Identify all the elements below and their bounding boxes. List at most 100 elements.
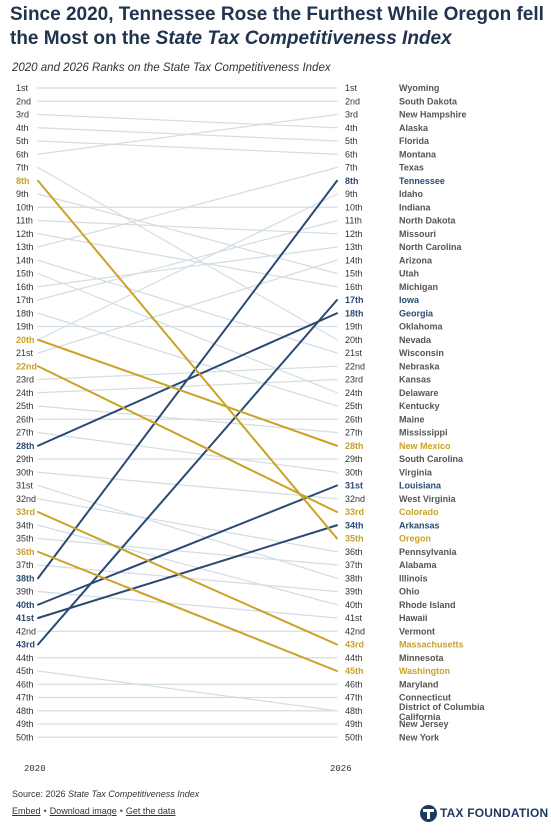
rank-label-2020-49: 49th bbox=[16, 719, 34, 729]
rank-label-2026-21: 21st bbox=[345, 348, 363, 358]
rank-label-2026-1: 1st bbox=[345, 83, 358, 93]
left-rank-axis: 1st 2nd 3rd 4th 5th 6th 7th 8th 9th 10th 11th 12th 1… bbox=[16, 83, 37, 742]
slope-line-alabama bbox=[37, 537, 338, 566]
rank-label-2020-33: 33rd bbox=[16, 507, 35, 517]
highlight-lines bbox=[37, 179, 338, 672]
right-rank-axis: 1st 2nd 3rd 4th 5th 6th 7th 8th 9th 10th 11th 12th 1… bbox=[345, 83, 365, 742]
state-label-ohio: Ohio bbox=[399, 587, 420, 597]
state-label-missouri: Missouri bbox=[399, 229, 436, 239]
rank-label-2026-5: 5th bbox=[345, 136, 358, 146]
tax-foundation-logo[interactable]: TAX FOUNDATION bbox=[420, 803, 548, 823]
rank-label-2026-25: 25th bbox=[345, 401, 363, 411]
state-label-alabama: Alabama bbox=[399, 560, 438, 570]
rank-label-2026-40: 40th bbox=[345, 600, 363, 610]
state-label-mississippi: Mississippi bbox=[399, 428, 448, 438]
rank-label-2026-7: 7th bbox=[345, 163, 358, 173]
rank-label-2020-13: 13th bbox=[16, 242, 34, 252]
state-label-arizona: Arizona bbox=[399, 255, 433, 265]
rank-label-2020-50: 50th bbox=[16, 732, 34, 742]
slope-line-louisiana bbox=[37, 484, 338, 606]
state-label-utah: Utah bbox=[399, 269, 419, 279]
rank-label-2020-18: 18th bbox=[16, 308, 34, 318]
state-label-vermont: Vermont bbox=[399, 626, 435, 636]
rank-label-2020-32: 32nd bbox=[16, 494, 36, 504]
state-label-florida: Florida bbox=[399, 136, 430, 146]
state-label-district-of-columbia: District of Columbia bbox=[399, 702, 485, 712]
state-label-new-hampshire: New Hampshire bbox=[399, 110, 467, 120]
rank-label-2026-32: 32nd bbox=[345, 494, 365, 504]
rank-label-2026-14: 14th bbox=[345, 255, 363, 265]
rank-label-2020-27: 27th bbox=[16, 428, 34, 438]
rank-label-2026-34: 34th bbox=[345, 520, 364, 530]
slope-line-nevada bbox=[37, 166, 338, 341]
rank-label-2020-41: 41st bbox=[16, 613, 34, 623]
rank-label-2020-9: 9th bbox=[16, 189, 29, 199]
source-emphasis: State Tax Competitiveness Index bbox=[68, 789, 200, 799]
rank-label-2020-28: 28th bbox=[16, 441, 35, 451]
rank-label-2026-43: 43rd bbox=[345, 640, 364, 650]
rank-label-2020-23: 23rd bbox=[16, 375, 34, 385]
link-separator: • bbox=[43, 806, 47, 816]
rank-label-2026-12: 12th bbox=[345, 229, 363, 239]
rank-label-2026-42: 42nd bbox=[345, 626, 365, 636]
state-label-maine: Maine bbox=[399, 414, 425, 424]
state-labels: Wyoming South Dakota New Hampshire Alaska Fl… bbox=[399, 83, 485, 742]
slope-line-alaska bbox=[37, 113, 338, 129]
rank-label-2020-30: 30th bbox=[16, 467, 34, 477]
rank-label-2026-6: 6th bbox=[345, 149, 358, 159]
state-label-south-carolina: South Carolina bbox=[399, 454, 464, 464]
embed-link[interactable]: Embed bbox=[12, 806, 41, 816]
rank-label-2020-34: 34th bbox=[16, 520, 34, 530]
state-label-georgia: Georgia bbox=[399, 308, 434, 318]
rank-label-2020-45: 45th bbox=[16, 666, 34, 676]
chart-title: Since 2020, Tennessee Rose the Furthest … bbox=[10, 3, 546, 51]
state-label-wyoming: Wyoming bbox=[399, 83, 439, 93]
tax-foundation-logo-icon bbox=[420, 804, 437, 822]
rank-label-2020-6: 6th bbox=[16, 149, 29, 159]
get-data-link[interactable]: Get the data bbox=[125, 806, 176, 816]
slope-line-hawaii bbox=[37, 590, 338, 619]
rank-label-2020-7: 7th bbox=[16, 163, 29, 173]
state-label-colorado: Colorado bbox=[399, 507, 439, 517]
slope-line-kansas bbox=[37, 378, 338, 394]
rank-label-2020-47: 47th bbox=[16, 693, 34, 703]
state-label-kansas: Kansas bbox=[399, 375, 431, 385]
state-label-nebraska: Nebraska bbox=[399, 361, 441, 371]
rank-label-2026-38: 38th bbox=[345, 573, 363, 583]
rank-label-2020-42: 42nd bbox=[16, 626, 36, 636]
state-label-north-dakota: North Dakota bbox=[399, 216, 456, 226]
state-label-south-dakota: South Dakota bbox=[399, 96, 458, 106]
rank-label-2026-19: 19th bbox=[345, 322, 363, 332]
slope-line-washington bbox=[37, 550, 338, 672]
rank-label-2020-12: 12th bbox=[16, 229, 34, 239]
rank-label-2026-16: 16th bbox=[345, 282, 363, 292]
slope-line-rhode-island bbox=[37, 524, 338, 606]
slope-line-pennsylvania bbox=[37, 498, 338, 553]
rank-label-2020-36: 36th bbox=[16, 547, 35, 557]
state-label-massachusetts: Massachusetts bbox=[399, 640, 464, 650]
download-image-link[interactable]: Download image bbox=[49, 806, 117, 816]
state-label-michigan: Michigan bbox=[399, 282, 438, 292]
state-label-new-mexico: New Mexico bbox=[399, 441, 451, 451]
state-label-maryland: Maryland bbox=[399, 679, 439, 689]
rank-label-2026-27: 27th bbox=[345, 428, 363, 438]
state-label-montana: Montana bbox=[399, 149, 437, 159]
rank-label-2020-11: 11th bbox=[16, 216, 33, 226]
slope-line-georgia bbox=[37, 312, 338, 447]
rank-label-2020-44: 44th bbox=[16, 653, 34, 663]
state-label-arkansas: Arkansas bbox=[399, 520, 440, 530]
slope-line-florida bbox=[37, 127, 338, 142]
state-label-alaska: Alaska bbox=[399, 123, 429, 133]
state-label-west-virginia: West Virginia bbox=[399, 494, 457, 504]
rank-label-2026-30: 30th bbox=[345, 467, 363, 477]
slope-line-montana bbox=[37, 140, 338, 155]
rank-label-2026-8: 8th bbox=[345, 176, 359, 186]
rank-label-2026-50: 50th bbox=[345, 732, 363, 742]
chart-subtitle: 2020 and 2026 Ranks on the State Tax Com… bbox=[12, 62, 331, 74]
state-label-rhode-island: Rhode Island bbox=[399, 600, 456, 610]
state-label-idaho: Idaho bbox=[399, 189, 424, 199]
rank-label-2026-3: 3rd bbox=[345, 110, 358, 120]
state-label-illinois: Illinois bbox=[399, 573, 428, 583]
slope-line-missouri bbox=[37, 219, 338, 235]
footer-links: Embed • Download image • Get the data bbox=[12, 806, 175, 816]
